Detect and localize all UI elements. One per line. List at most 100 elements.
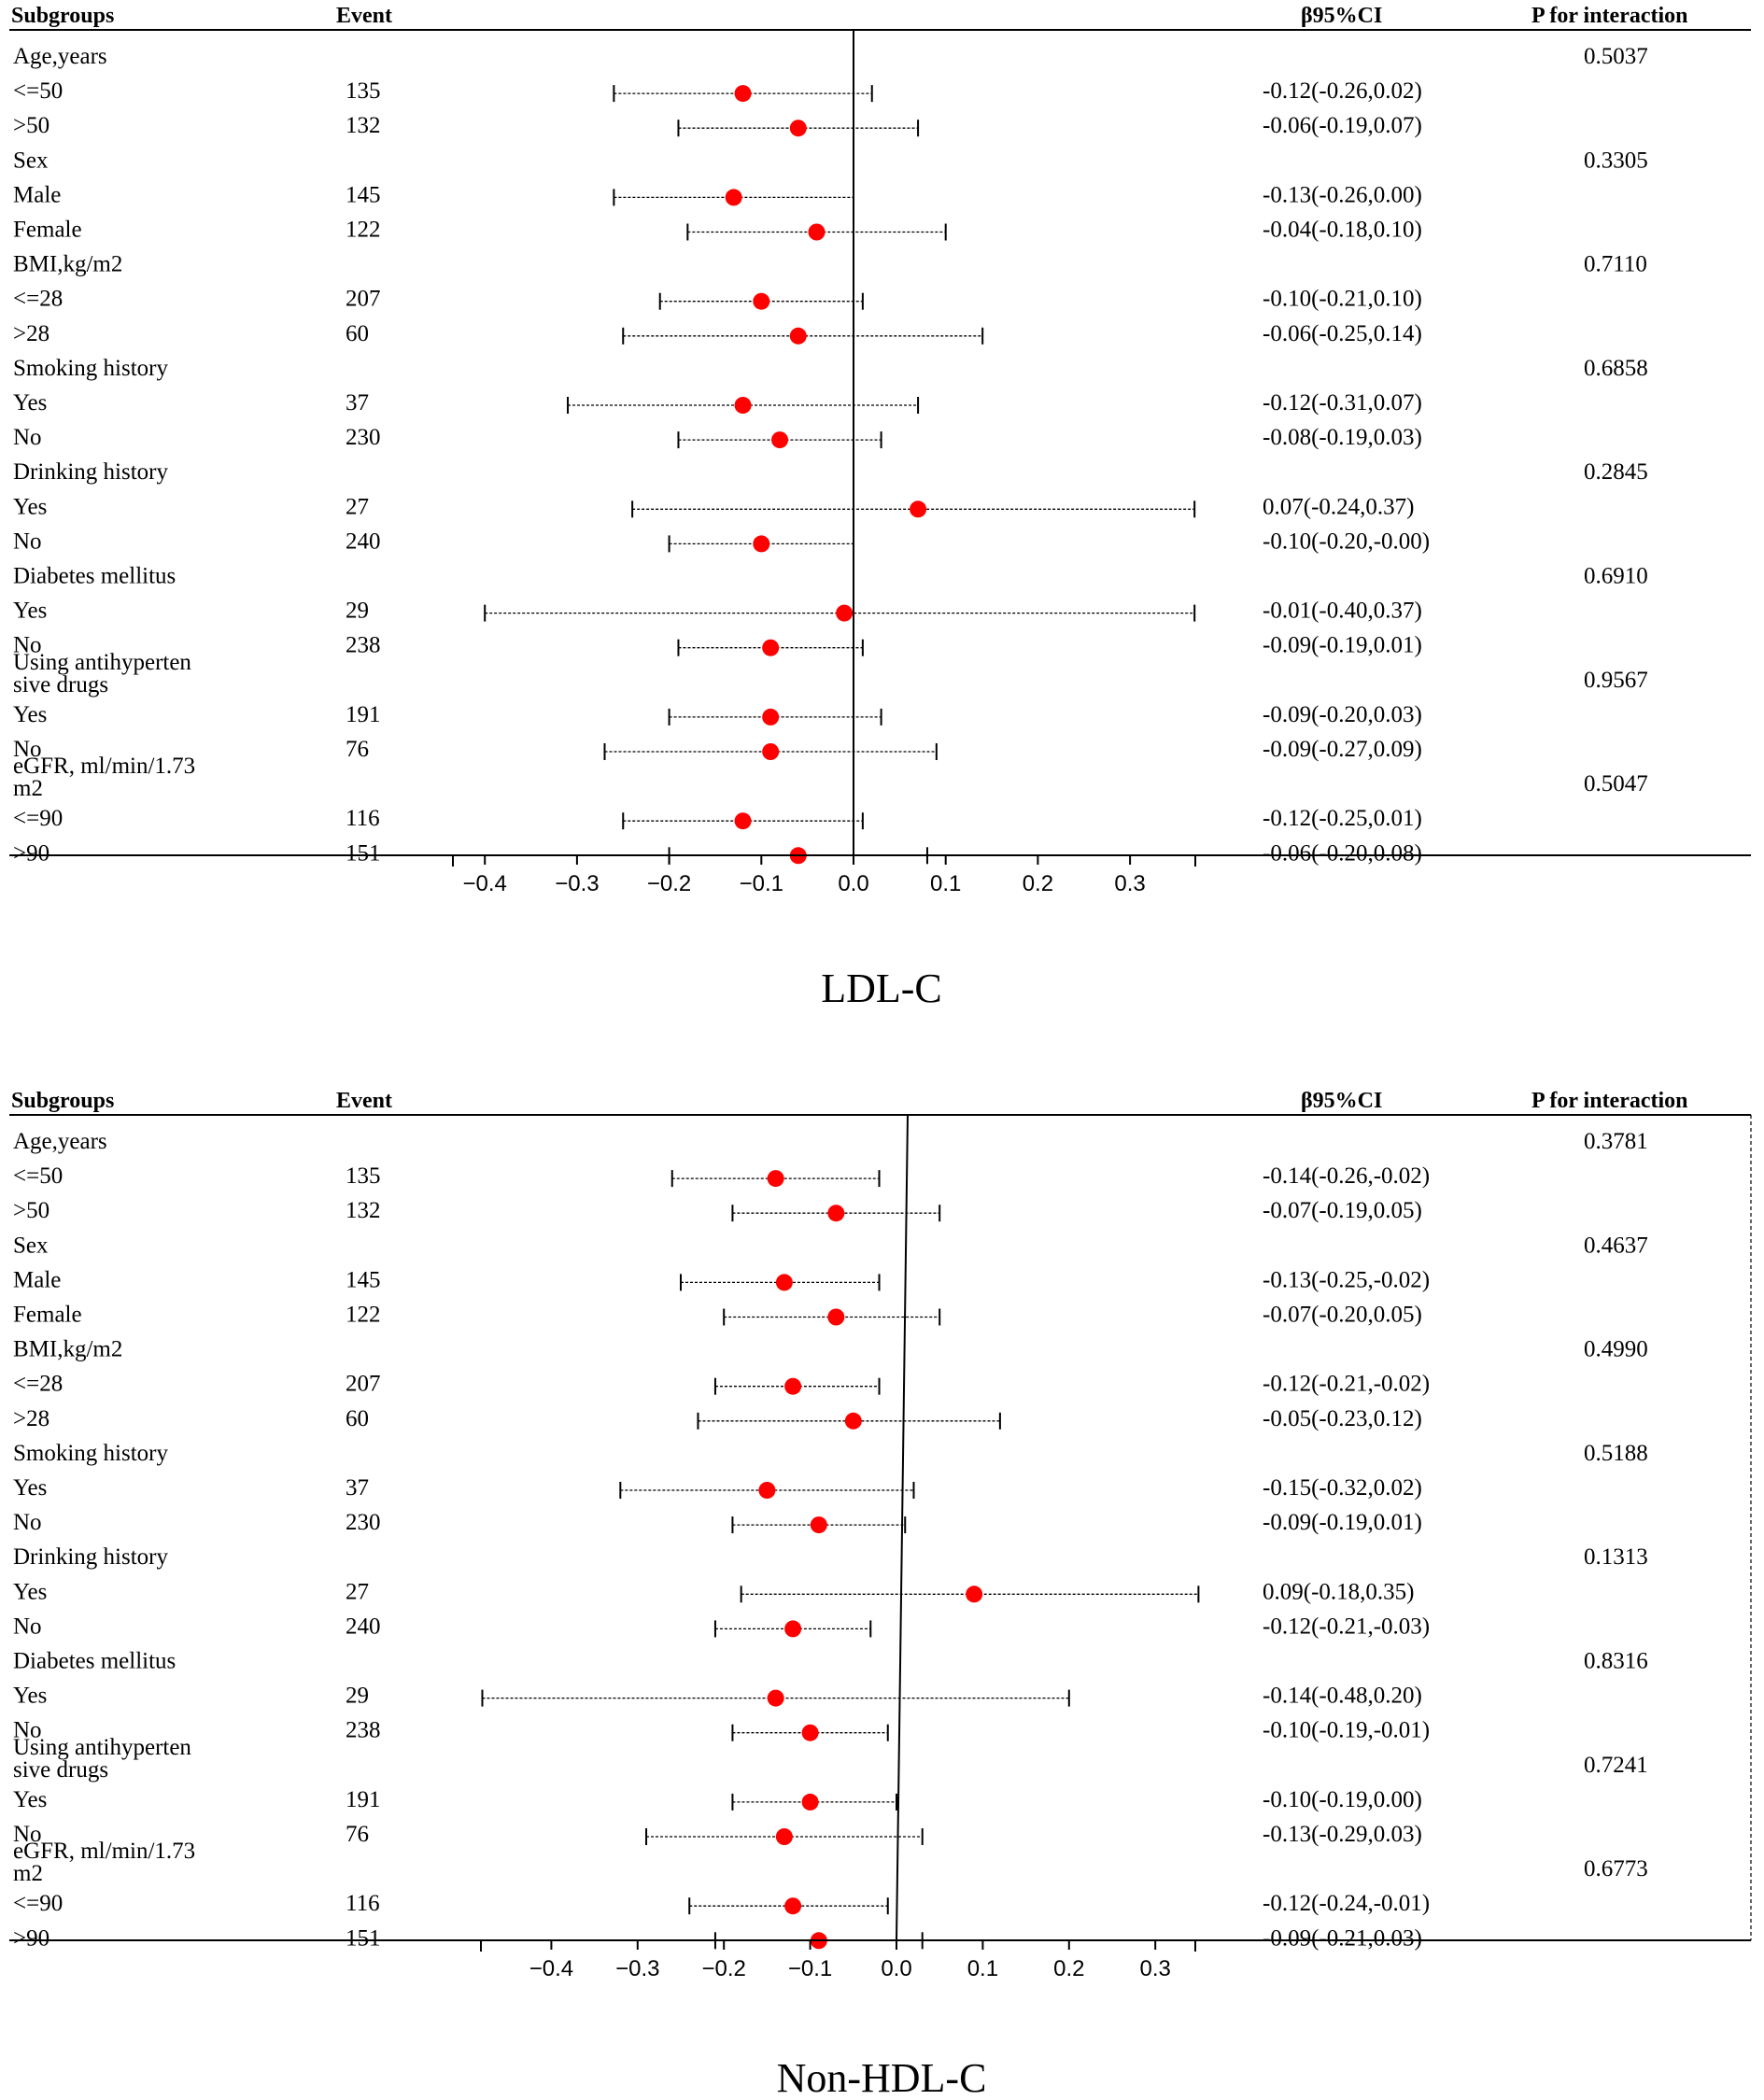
header-event: Event [336, 1089, 392, 1113]
event-count: 207 [346, 287, 381, 312]
x-tick-label: −0.4 [529, 1956, 573, 1981]
beta-ci-text: -0.14(-0.48,0.20) [1263, 1684, 1422, 1709]
forest-plot-svg-ldl-c: Subgroups Event β95%CI P for interaction Age… [9, 4, 1751, 1011]
subgroup-label: Yes [13, 702, 47, 727]
event-count: 29 [346, 1684, 369, 1709]
subgroup-label: >28 [13, 321, 49, 346]
beta-ci-text: -0.09(-0.19,0.01) [1263, 1510, 1422, 1535]
p-interaction-value: 0.6773 [1584, 1856, 1648, 1882]
event-count: 230 [346, 1510, 381, 1535]
subgroup-label: No [13, 1510, 42, 1535]
event-count: 116 [346, 806, 380, 831]
point-estimate [801, 1724, 819, 1741]
forest-plot-svg-non-hdl-c: Subgroups Event β95%CI P for interaction Age… [9, 1089, 1752, 2100]
beta-ci-text: -0.10(-0.19,-0.01) [1263, 1718, 1430, 1743]
chart-title: LDL-C [821, 965, 942, 1011]
beta-ci-text: -0.10(-0.21,0.10) [1263, 287, 1422, 312]
event-count: 37 [346, 390, 369, 416]
p-interaction-value: 0.5047 [1584, 771, 1648, 796]
event-count: 29 [346, 599, 369, 624]
point-estimate [784, 1377, 802, 1395]
beta-ci-text: -0.13(-0.26,0.00) [1263, 182, 1422, 207]
subgroup-label: <=50 [13, 1163, 63, 1189]
subgroup-label: Female [13, 218, 82, 243]
point-estimate [734, 812, 752, 830]
x-tick-label: 0.2 [1053, 1956, 1084, 1981]
event-count: 132 [346, 113, 381, 138]
subgroup-label: >50 [13, 113, 49, 138]
subgroup-label: <=50 [13, 78, 63, 104]
p-interaction-value: 0.2845 [1584, 459, 1648, 485]
x-tick-label: 0.1 [967, 1956, 998, 1981]
header-p-interaction: P for interaction [1531, 1089, 1688, 1113]
beta-ci-text: -0.10(-0.20,-0.00) [1263, 529, 1430, 554]
x-tick-label: −0.3 [555, 871, 599, 896]
event-count: 132 [346, 1198, 381, 1223]
point-estimate [844, 1412, 862, 1430]
forest-plot-ldl-c: Subgroups Event β95%CI P for interaction Age… [0, 0, 1764, 1027]
group-label: eGFR, ml/min/1.73 [13, 754, 195, 779]
beta-ci-text: -0.12(-0.25,0.01) [1263, 806, 1422, 831]
subgroup-label: Female [13, 1303, 82, 1328]
point-estimate [784, 1620, 802, 1638]
event-count: 116 [346, 1891, 380, 1916]
subgroup-label: No [13, 633, 42, 658]
header-beta-ci: β95%CI [1301, 1089, 1382, 1113]
group-label: Smoking history [13, 1441, 168, 1466]
x-tick-label: 0.3 [1114, 871, 1145, 896]
subgroup-label: <=90 [13, 806, 63, 831]
subgroup-label: No [13, 737, 42, 762]
event-count: 76 [346, 1822, 369, 1847]
event-count: 151 [346, 1925, 381, 1951]
p-interaction-value: 0.4990 [1584, 1337, 1648, 1362]
group-label: Using antihyperten [13, 650, 191, 675]
point-estimate [762, 743, 780, 760]
p-interaction-value: 0.7110 [1584, 252, 1647, 277]
subgroup-label: >28 [13, 1406, 49, 1431]
subgroup-label: Yes [13, 1684, 47, 1709]
header-subgroups: Subgroups [11, 4, 114, 28]
subgroup-label: <=28 [13, 1372, 63, 1397]
beta-ci-text: -0.09(-0.19,0.01) [1263, 633, 1422, 658]
event-count: 27 [346, 1579, 369, 1604]
p-interaction-value: 0.9567 [1584, 668, 1648, 693]
beta-ci-text: -0.14(-0.26,-0.02) [1263, 1163, 1430, 1189]
event-count: 240 [346, 1614, 381, 1639]
point-estimate [762, 708, 780, 726]
event-count: 230 [346, 425, 381, 450]
beta-ci-text: -0.06(-0.20,0.08) [1263, 840, 1422, 866]
subgroup-label: >50 [13, 1198, 49, 1223]
event-count: 191 [346, 702, 381, 727]
x-tick-label: −0.2 [647, 871, 691, 896]
group-label: Age,years [13, 1129, 107, 1154]
point-estimate [767, 1170, 784, 1188]
point-estimate [789, 120, 807, 137]
header-p-interaction: P for interaction [1531, 4, 1688, 28]
group-label-cont: m2 [13, 776, 43, 801]
p-interaction-value: 0.3305 [1584, 148, 1648, 173]
group-label: Sex [13, 1233, 49, 1258]
group-label: Smoking history [13, 356, 168, 381]
p-interaction-value: 0.4637 [1584, 1233, 1648, 1258]
point-estimate [789, 327, 807, 345]
event-count: 207 [346, 1372, 381, 1397]
p-interaction-value: 0.3781 [1584, 1129, 1648, 1154]
beta-ci-text: -0.12(-0.21,-0.02) [1263, 1372, 1430, 1397]
reference-line-zero [896, 1114, 909, 1941]
group-label: eGFR, ml/min/1.73 [13, 1839, 195, 1864]
subgroup-label: No [13, 1822, 42, 1847]
beta-ci-text: -0.09(-0.27,0.09) [1263, 737, 1422, 762]
subgroup-label: No [13, 425, 42, 450]
group-label-cont: sive drugs [13, 1757, 108, 1783]
beta-ci-text: -0.13(-0.29,0.03) [1263, 1822, 1422, 1847]
group-label: Using antihyperten [13, 1735, 191, 1760]
point-estimate [734, 85, 752, 103]
event-count: 27 [346, 494, 369, 519]
point-estimate [810, 1516, 827, 1534]
x-tick-label: −0.2 [702, 1956, 746, 1981]
event-count: 240 [346, 529, 381, 554]
beta-ci-text: -0.07(-0.19,0.05) [1263, 1198, 1422, 1223]
point-estimate [808, 223, 826, 241]
point-estimate [771, 431, 789, 449]
point-estimate [801, 1793, 819, 1811]
